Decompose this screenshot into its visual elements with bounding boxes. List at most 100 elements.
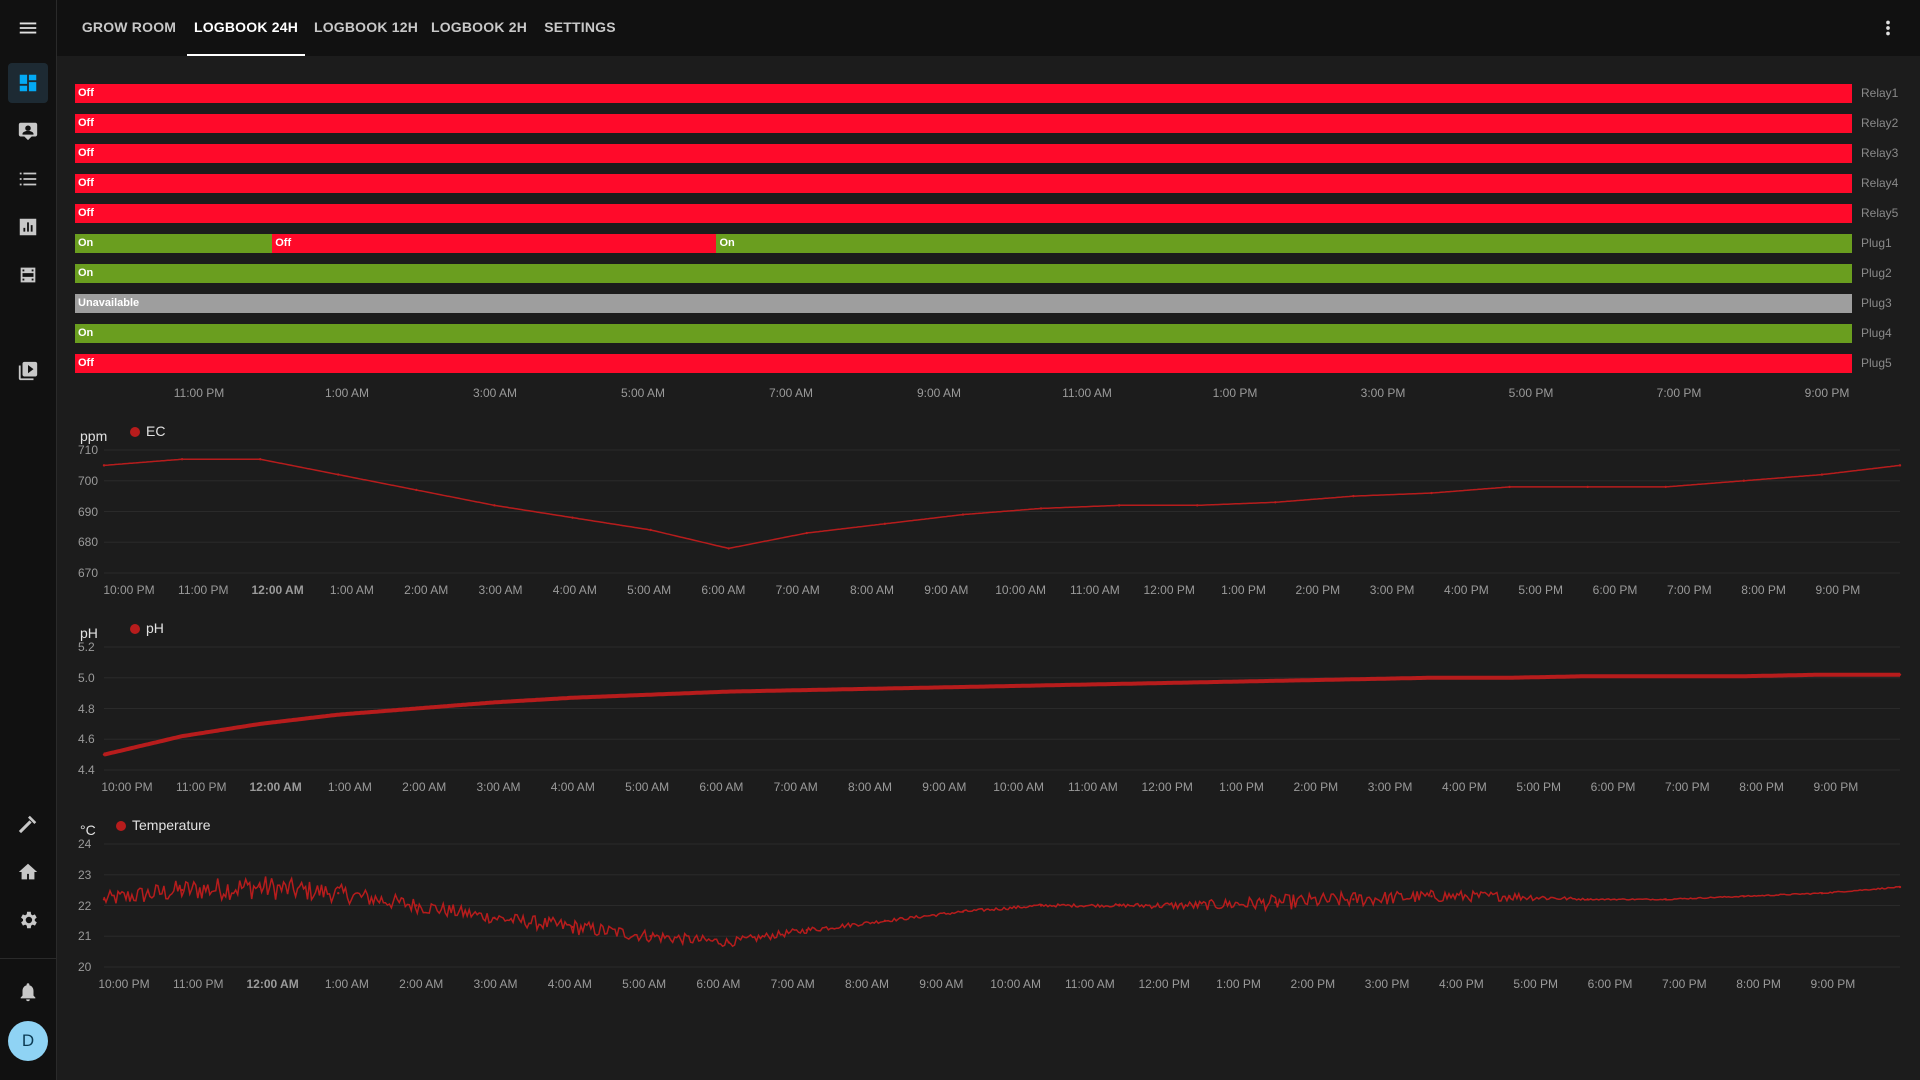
data-point[interactable] (493, 701, 496, 704)
data-point[interactable] (805, 531, 808, 535)
timeline-row[interactable]: Off (75, 354, 1852, 373)
data-point[interactable] (258, 722, 262, 726)
data-point[interactable] (1820, 473, 1824, 476)
sidebar-item-film[interactable] (8, 255, 48, 295)
legend-label[interactable]: pH (146, 620, 164, 636)
data-point[interactable] (1117, 504, 1121, 507)
series-line[interactable] (103, 876, 1901, 948)
menu-button[interactable] (8, 8, 48, 48)
data-point[interactable] (727, 547, 730, 550)
data-point[interactable] (883, 919, 887, 923)
data-point[interactable] (180, 888, 184, 892)
data-point[interactable] (883, 522, 887, 525)
data-point[interactable] (1430, 676, 1433, 679)
data-point[interactable] (1430, 491, 1433, 495)
sidebar-item-history[interactable] (8, 207, 48, 247)
data-point[interactable] (1117, 682, 1121, 686)
timeline-row[interactable]: On (75, 264, 1852, 283)
data-point[interactable] (258, 458, 262, 461)
data-point[interactable] (805, 928, 808, 932)
data-point[interactable] (102, 898, 106, 901)
tab-logbook-12h[interactable]: LOGBOOK 12H (310, 0, 422, 56)
data-point[interactable] (805, 688, 808, 692)
data-point[interactable] (961, 910, 965, 913)
data-point[interactable] (1898, 673, 1902, 676)
data-point[interactable] (571, 925, 574, 929)
data-point[interactable] (1586, 675, 1589, 678)
data-point[interactable] (258, 885, 262, 889)
sidebar-item-overview[interactable] (8, 63, 48, 103)
timeline-segment-off[interactable]: Off (75, 84, 1852, 103)
tab-logbook-2h[interactable]: LOGBOOK 2H (427, 0, 531, 56)
timeline-segment-on[interactable]: On (716, 234, 1852, 253)
sidebar-item-media[interactable] (8, 351, 48, 391)
data-point[interactable] (1039, 507, 1043, 510)
data-point[interactable] (961, 685, 965, 689)
legend-swatch[interactable] (116, 821, 126, 831)
data-point[interactable] (1742, 675, 1746, 678)
data-point[interactable] (1820, 892, 1824, 895)
timeline-segment-off[interactable]: Off (75, 174, 1852, 193)
timeline-segment-off[interactable]: Off (75, 204, 1852, 223)
data-point[interactable] (1196, 681, 1199, 684)
legend-label[interactable]: EC (146, 423, 166, 439)
tab-settings[interactable]: SETTINGS (535, 0, 625, 56)
data-point[interactable] (1352, 678, 1355, 681)
timeline-row[interactable]: Off (75, 84, 1852, 103)
data-point[interactable] (961, 513, 965, 516)
data-point[interactable] (1352, 898, 1355, 901)
data-point[interactable] (493, 504, 496, 507)
data-point[interactable] (1742, 895, 1746, 898)
timeline-segment-on[interactable]: On (75, 264, 1852, 283)
legend-label[interactable]: Temperature (132, 817, 211, 833)
notifications-button[interactable] (8, 972, 48, 1012)
tab-logbook-24h[interactable]: LOGBOOK 24H (187, 0, 305, 56)
data-point[interactable] (1820, 673, 1824, 676)
series-line[interactable] (103, 458, 1901, 550)
data-point[interactable] (649, 693, 652, 696)
data-point[interactable] (1274, 501, 1277, 504)
data-point[interactable] (649, 528, 652, 532)
data-point[interactable] (1117, 904, 1121, 907)
data-point[interactable] (1430, 895, 1433, 898)
timeline-row[interactable]: On Off On (75, 234, 1852, 253)
sidebar-item-tools[interactable] (8, 804, 48, 844)
sidebar-item-home-settings[interactable] (8, 852, 48, 892)
avatar[interactable]: D (8, 1021, 48, 1061)
data-point[interactable] (1508, 485, 1511, 489)
timeline-segment-off[interactable]: Off (272, 234, 717, 253)
data-point[interactable] (415, 488, 418, 492)
data-point[interactable] (649, 935, 652, 938)
timeline-row[interactable]: On (75, 324, 1852, 343)
data-point[interactable] (1274, 679, 1277, 683)
data-point[interactable] (337, 892, 340, 895)
legend-swatch[interactable] (130, 624, 140, 634)
sidebar-item-settings[interactable] (8, 900, 48, 940)
more-options-button[interactable] (1874, 14, 1902, 42)
data-point[interactable] (571, 516, 574, 519)
series-line[interactable] (103, 672, 1900, 757)
timeline-segment-off[interactable]: Off (75, 354, 1852, 373)
data-point[interactable] (1898, 885, 1902, 889)
sidebar-item-person[interactable] (8, 111, 48, 151)
data-point[interactable] (180, 734, 184, 738)
data-point[interactable] (1508, 676, 1511, 679)
data-point[interactable] (1586, 485, 1589, 489)
data-point[interactable] (180, 458, 184, 461)
data-point[interactable] (1664, 485, 1667, 489)
data-point[interactable] (102, 464, 106, 467)
data-point[interactable] (1586, 898, 1589, 901)
data-point[interactable] (1664, 898, 1667, 901)
data-point[interactable] (1039, 684, 1043, 687)
data-point[interactable] (1196, 504, 1199, 507)
data-point[interactable] (1508, 895, 1511, 898)
timeline-segment-off[interactable]: Off (75, 144, 1852, 163)
data-point[interactable] (493, 916, 496, 919)
data-point[interactable] (883, 687, 887, 690)
data-point[interactable] (415, 904, 418, 907)
timeline-segment-off[interactable]: Off (75, 114, 1852, 133)
data-point[interactable] (1742, 479, 1746, 482)
timeline-row[interactable]: Off (75, 144, 1852, 163)
timeline-row[interactable]: Off (75, 174, 1852, 193)
data-point[interactable] (337, 713, 340, 716)
